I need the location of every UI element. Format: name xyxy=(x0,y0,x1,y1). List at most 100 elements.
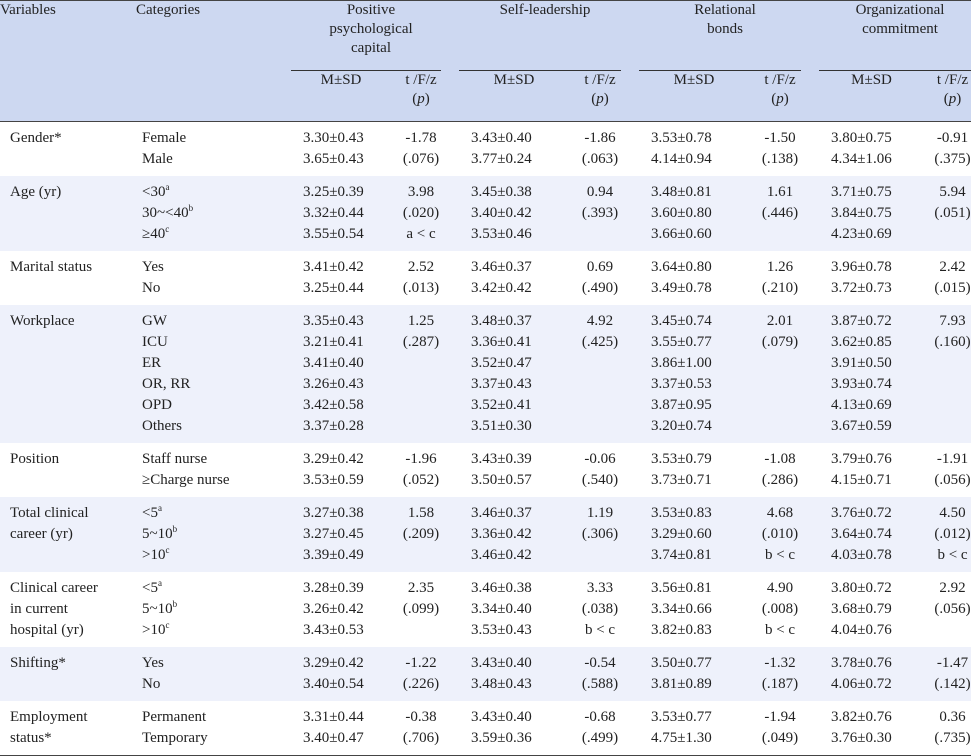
stat-cell: -1.86 (.063) xyxy=(569,122,631,177)
stat-cell: -1.08 (.286) xyxy=(749,443,811,497)
stat-cell: 1.25 (.287) xyxy=(391,305,452,443)
header-stat-top: t /F/z xyxy=(405,72,437,88)
stat-value: -0.68 xyxy=(584,709,616,725)
header-stat: t /F/z (p) xyxy=(924,71,971,122)
category-text: No xyxy=(142,676,161,692)
header-group: Organizational commitment xyxy=(819,0,971,71)
stat-cell: -1.32 (.187) xyxy=(749,647,812,701)
msd-value: 3.27±0.38 xyxy=(303,505,364,521)
category-superscript: a xyxy=(165,182,170,192)
stat-value: (.209) xyxy=(402,526,440,542)
msd-value: 4.03±0.78 xyxy=(831,547,892,563)
variable-line: Employment xyxy=(10,709,88,725)
category-line: 5~10b xyxy=(142,524,291,545)
stat-cell: 2.92 (.056) xyxy=(924,572,971,647)
stat-value: 2.92 xyxy=(939,580,966,596)
gap-cell xyxy=(631,443,639,497)
category-line: No xyxy=(142,674,291,695)
category-line: ≥40c xyxy=(142,224,291,245)
stat-value: -1.32 xyxy=(764,655,796,671)
stat-cell: 2.42 (.015) xyxy=(924,251,971,305)
stat-value: (.306) xyxy=(581,526,619,542)
categories-cell: <5a 5~10b >10c xyxy=(136,497,291,572)
stat-value: 0.36 xyxy=(939,709,966,725)
stat-cell: 2.35 (.099) xyxy=(391,572,451,647)
category-text: Others xyxy=(142,418,182,434)
category-line: 30~<40b xyxy=(142,203,291,224)
header-group-line: Relational xyxy=(694,2,756,18)
category-text: >10 xyxy=(142,547,166,563)
msd-cell: 3.48±0.37 3.36±0.41 3.52±0.47 3.37±0.43 3.52… xyxy=(459,305,570,443)
stat-value: 3.33 xyxy=(586,580,614,596)
msd-value: 3.43±0.40 xyxy=(471,655,532,671)
stat-value: -0.06 xyxy=(584,451,616,467)
stat-value: 2.35 xyxy=(407,580,435,596)
stat-value: 5.94 xyxy=(939,184,966,200)
msd-cell: 3.41±0.42 3.25±0.44 xyxy=(291,251,391,305)
msd-value: 3.84±0.75 xyxy=(831,205,892,221)
msd-value: 3.55±0.77 xyxy=(651,334,712,350)
msd-value: 3.51±0.30 xyxy=(471,418,532,434)
msd-value: 3.43±0.53 xyxy=(303,622,364,638)
stat-value: (.056) xyxy=(934,601,971,617)
category-line: Permanent xyxy=(142,707,291,728)
category-text: ≥Charge nurse xyxy=(142,472,230,488)
msd-cell: 3.78±0.76 4.06±0.72 xyxy=(819,647,925,701)
msd-value: 3.50±0.77 xyxy=(651,655,712,671)
msd-value: 3.36±0.41 xyxy=(471,334,532,350)
msd-value: 3.78±0.76 xyxy=(831,655,892,671)
categories-cell: <5a 5~10b >10c xyxy=(136,572,291,647)
stat-value: (.425) xyxy=(581,334,619,350)
gap-cell xyxy=(631,647,640,701)
gap-cell xyxy=(451,443,459,497)
msd-value: 3.27±0.45 xyxy=(303,526,364,542)
msd-cell: 3.43±0.40 3.59±0.36 xyxy=(459,701,570,756)
category-line: Others xyxy=(142,416,291,437)
variable-line: Position xyxy=(10,451,60,467)
header-msd: M±SD xyxy=(819,71,925,122)
stat-cell: 3.33 (.038) b < c xyxy=(569,572,631,647)
msd-value: 3.41±0.42 xyxy=(303,259,364,275)
header-stat-bottom: (p) xyxy=(569,90,631,109)
msd-value: 3.21±0.41 xyxy=(303,334,364,350)
stat-cell: -0.38 (.706) xyxy=(391,701,452,756)
gap-cell xyxy=(631,251,639,305)
paren-close: ) xyxy=(956,91,962,107)
variable-cell: Employment status* xyxy=(0,701,136,756)
msd-value: 3.35±0.43 xyxy=(303,313,364,329)
stat-cell: -1.96 (.052) xyxy=(391,443,451,497)
p-symbol: p xyxy=(596,91,604,107)
stat-cell: 2.52 (.013) xyxy=(391,251,451,305)
msd-value: 3.59±0.36 xyxy=(471,730,532,746)
stat-cell: -0.06 (.540) xyxy=(569,443,631,497)
gap-cell xyxy=(451,572,459,647)
category-text: OPD xyxy=(142,397,173,413)
variable-line: status* xyxy=(10,730,52,746)
header-stat-top: t /F/z xyxy=(936,72,969,88)
table-row: Age (yr) <30a 30~<40b ≥40c 3.25±0.39 3.32±0.4… xyxy=(0,176,971,251)
header-group: Relational bonds xyxy=(639,0,812,71)
stat-value: (.160) xyxy=(934,334,971,350)
msd-value: 3.55±0.54 xyxy=(303,226,364,242)
header-group-line: Organizational xyxy=(855,2,945,18)
stat-cell: 5.94 (.051) xyxy=(924,176,971,251)
stat-value: (.079) xyxy=(761,334,799,350)
msd-value: 4.15±0.71 xyxy=(831,472,892,488)
msd-cell: 3.45±0.38 3.40±0.42 3.53±0.46 xyxy=(459,176,570,251)
msd-value: 3.20±0.74 xyxy=(651,418,712,434)
msd-value: 3.28±0.39 xyxy=(303,580,364,596)
category-line: Temporary xyxy=(142,728,291,749)
msd-cell: 3.82±0.76 3.76±0.30 xyxy=(819,701,925,756)
variable-line: Workplace xyxy=(10,313,75,329)
stat-value: (.052) xyxy=(402,472,440,488)
msd-value: 3.53±0.46 xyxy=(471,226,532,242)
table-row: Clinical career in current hospital (yr) <5… xyxy=(0,572,971,647)
stat-cell: 2.01 (.079) xyxy=(749,305,812,443)
msd-cell: 3.27±0.38 3.27±0.45 3.39±0.49 xyxy=(291,497,391,572)
category-line: Yes xyxy=(142,257,291,278)
msd-cell: 3.96±0.78 3.72±0.73 xyxy=(819,251,924,305)
msd-cell: 3.46±0.38 3.34±0.40 3.53±0.43 xyxy=(459,572,569,647)
paren-close: ) xyxy=(424,91,430,107)
category-text: Male xyxy=(142,151,173,167)
msd-value: 3.71±0.75 xyxy=(831,184,892,200)
